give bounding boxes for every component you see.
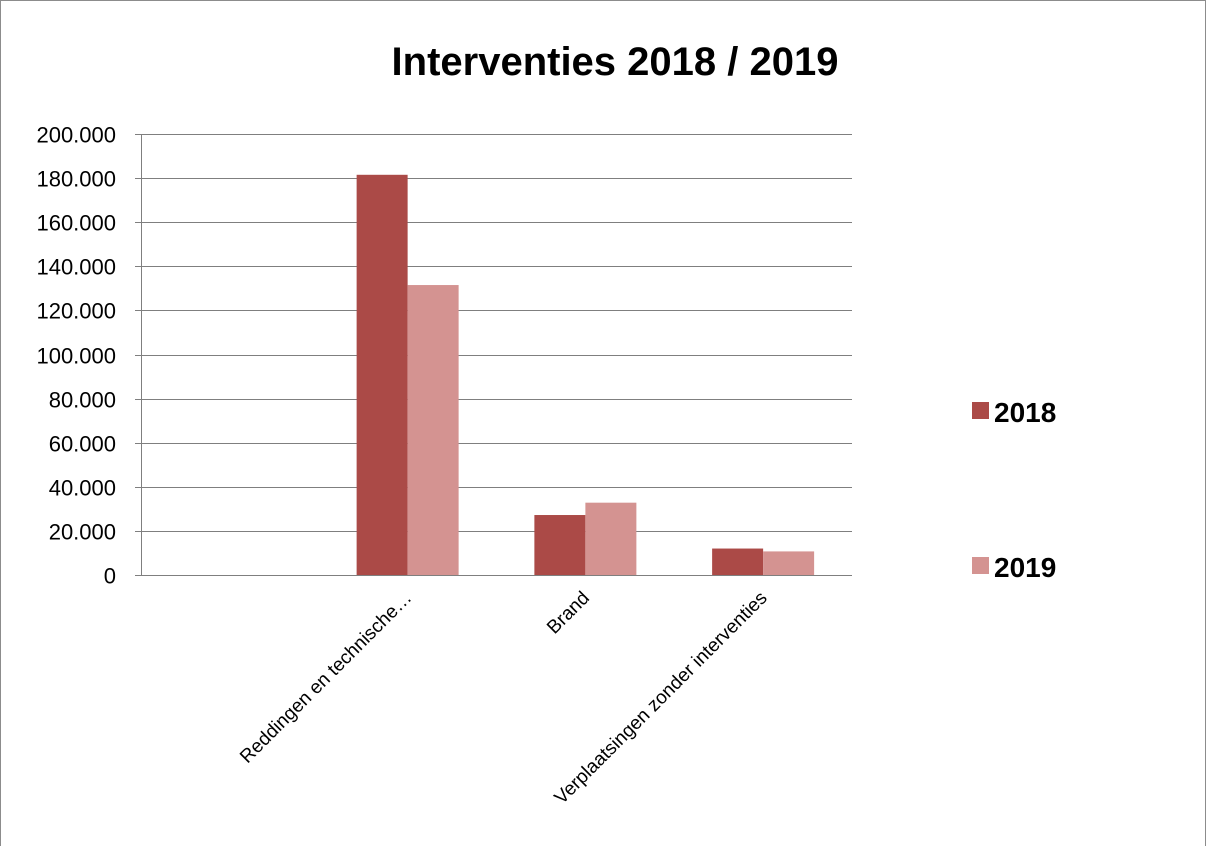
legend-label-2018: 2018 (994, 397, 1056, 428)
y-tick-label: 80.000 (49, 388, 116, 413)
legend-swatch-2018 (972, 402, 989, 419)
y-tick-label: 20.000 (49, 520, 116, 545)
bar-2018-2 (534, 515, 586, 575)
y-tick-label: 180.000 (36, 167, 116, 192)
y-tick-label: 200.000 (36, 123, 116, 148)
y-tick-label: 40.000 (49, 476, 116, 501)
x-category-label: Verplaatsingen zonder interventies (551, 588, 772, 809)
y-tick-label: 160.000 (36, 211, 116, 236)
bar-2019-2 (585, 502, 637, 575)
bar-2019-3 (763, 551, 815, 575)
legend: 2018 2019 (972, 397, 1056, 583)
bar-2019-1 (407, 285, 459, 575)
y-tick-label: 120.000 (36, 299, 116, 324)
chart-title: Interventies 2018 / 2019 (392, 40, 839, 84)
x-category-label: Reddingen en technische… (236, 588, 416, 768)
x-category-label: Brand (543, 588, 594, 639)
y-tick-label: 0 (104, 564, 116, 589)
x-axis-category-labels: Reddingen en technische… BrandVerplaatsin… (236, 588, 771, 809)
y-axis-ticks: 0 20.000 40.000 60.000 80.000 100.000 120.000 1… (36, 123, 141, 589)
y-tick-label: 140.000 (36, 255, 116, 280)
axes (141, 134, 852, 576)
y-tick-label: 60.000 (49, 432, 116, 457)
legend-swatch-2019 (972, 557, 989, 574)
bars (356, 174, 815, 576)
bar-2018-3 (712, 548, 764, 575)
y-tick-label: 100.000 (36, 344, 116, 369)
gridlines (141, 134, 852, 532)
legend-label-2019: 2019 (994, 552, 1056, 583)
bar-2018-1 (356, 174, 408, 576)
